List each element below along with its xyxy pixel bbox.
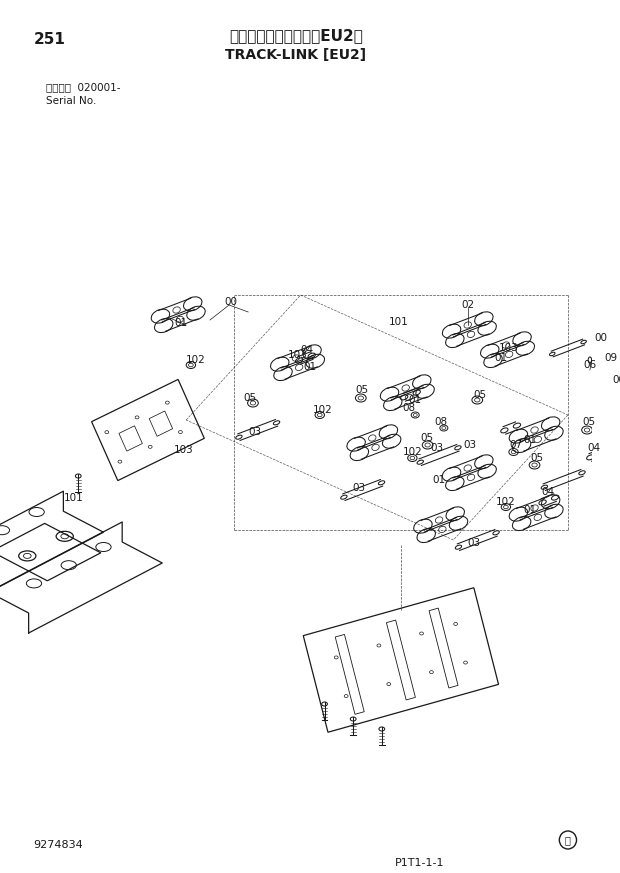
Text: 102: 102 xyxy=(402,447,422,457)
Text: TRACK-LINK [EU2]: TRACK-LINK [EU2] xyxy=(225,48,366,62)
Text: 01: 01 xyxy=(175,318,188,328)
Text: 05: 05 xyxy=(474,390,487,400)
Text: 101: 101 xyxy=(64,493,83,503)
Text: 101: 101 xyxy=(389,317,409,327)
Text: Ⓝ: Ⓝ xyxy=(565,835,571,845)
Text: 05: 05 xyxy=(530,453,543,463)
Text: 01: 01 xyxy=(304,362,317,372)
Text: 01: 01 xyxy=(523,505,536,515)
Text: Serial No.: Serial No. xyxy=(46,96,96,106)
Text: 00: 00 xyxy=(595,333,608,343)
Text: 03: 03 xyxy=(468,538,481,548)
Text: 9274834: 9274834 xyxy=(33,840,83,850)
Text: 03: 03 xyxy=(431,443,444,453)
Text: 09: 09 xyxy=(604,353,618,363)
Text: 03: 03 xyxy=(248,427,262,437)
Text: 02: 02 xyxy=(461,300,474,310)
Text: 103: 103 xyxy=(174,445,193,455)
Text: 251: 251 xyxy=(33,32,65,47)
Text: 04: 04 xyxy=(587,443,600,453)
Text: 103: 103 xyxy=(499,343,519,353)
Text: 102: 102 xyxy=(312,405,332,415)
Text: 05: 05 xyxy=(420,433,433,443)
Text: 102: 102 xyxy=(496,497,516,507)
Text: 08: 08 xyxy=(402,403,415,413)
Text: 05: 05 xyxy=(582,417,595,427)
Text: 05: 05 xyxy=(244,393,257,403)
Text: 適用号機  020001-: 適用号機 020001- xyxy=(46,82,120,92)
Text: トラックリンク各種［EU2］: トラックリンク各種［EU2］ xyxy=(229,28,363,43)
Text: 05: 05 xyxy=(355,385,368,395)
Text: P1T1-1-1: P1T1-1-1 xyxy=(395,858,445,868)
Text: 01: 01 xyxy=(409,395,422,405)
Text: 103: 103 xyxy=(288,350,308,360)
Text: 00: 00 xyxy=(224,297,237,307)
Text: 01: 01 xyxy=(523,435,536,445)
Text: 01: 01 xyxy=(495,353,508,363)
Text: 00: 00 xyxy=(612,375,620,385)
Text: 01: 01 xyxy=(433,475,446,485)
Text: 07: 07 xyxy=(509,440,522,450)
Text: 03: 03 xyxy=(463,440,476,450)
Text: 102: 102 xyxy=(186,355,206,365)
Text: 04: 04 xyxy=(541,487,554,497)
Text: 08: 08 xyxy=(435,417,448,427)
Text: 06: 06 xyxy=(583,360,596,370)
Text: 03: 03 xyxy=(352,483,365,493)
Text: 04: 04 xyxy=(301,345,314,355)
